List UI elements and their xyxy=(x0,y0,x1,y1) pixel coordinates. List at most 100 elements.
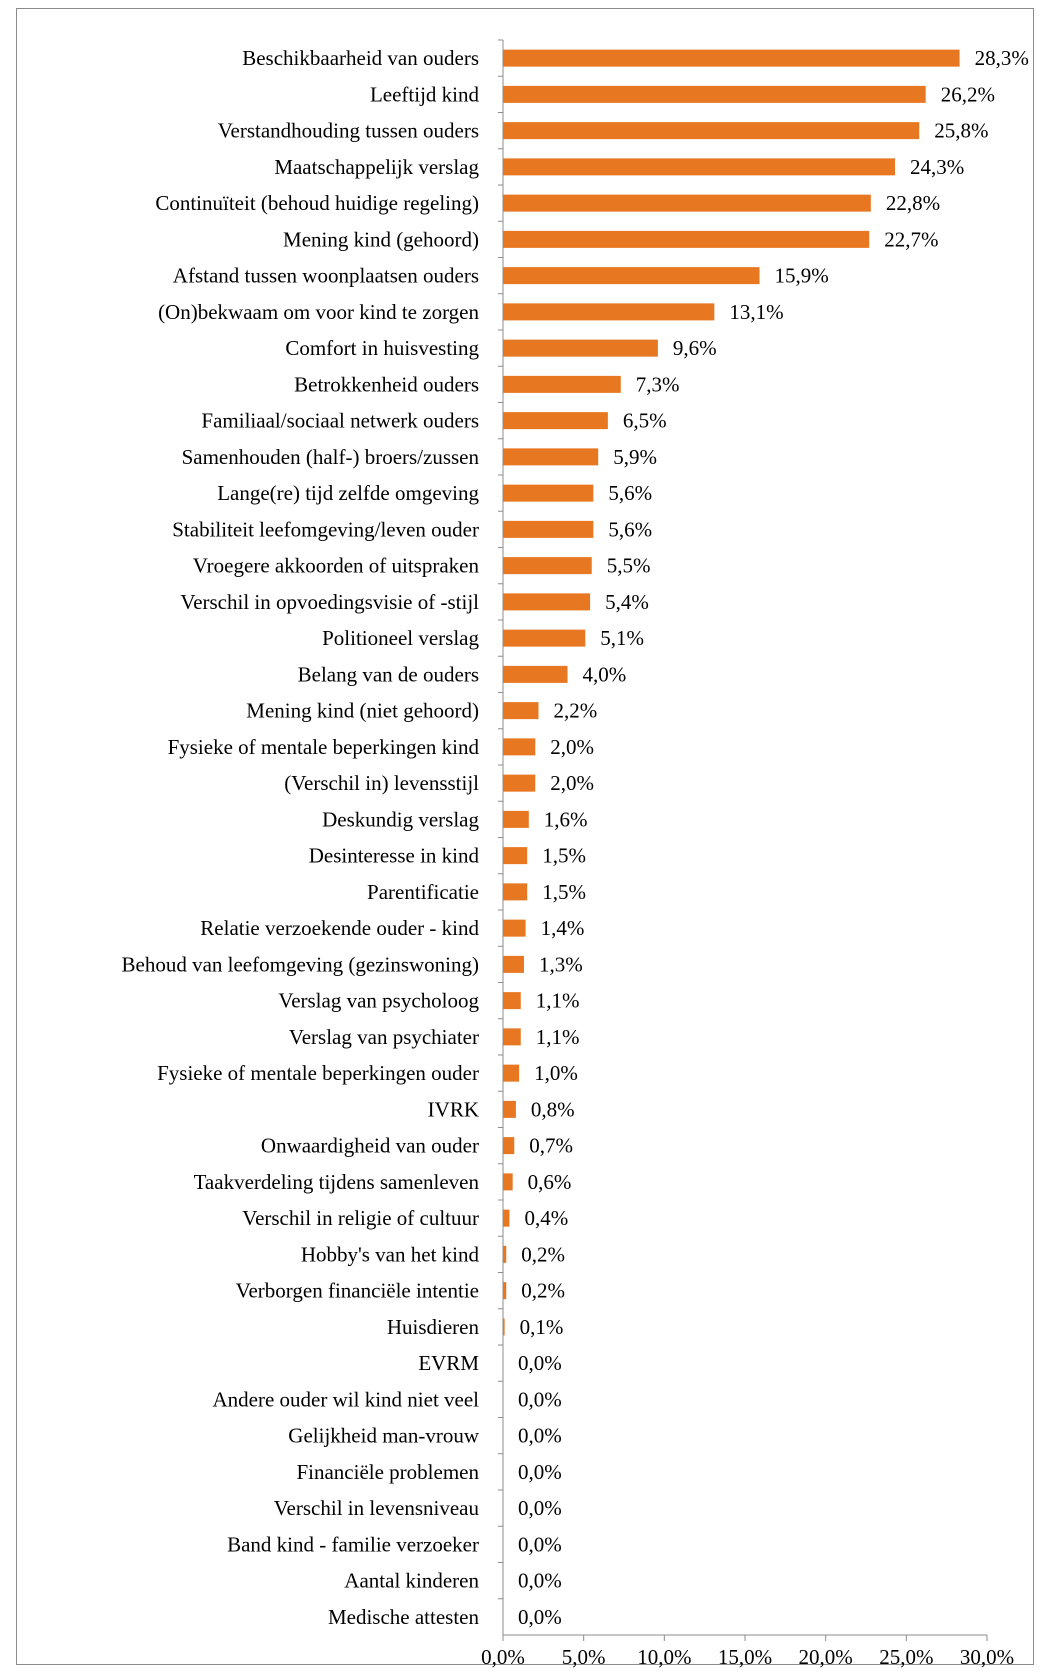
value-label: 0,0% xyxy=(518,1424,562,1448)
value-label: 1,1% xyxy=(536,1025,580,1049)
bar xyxy=(503,1137,515,1155)
category-label: Taakverdeling tijdens samenleven xyxy=(194,1170,480,1194)
value-label: 28,3% xyxy=(975,46,1029,70)
category-label: Gelijkheid man-vrouw xyxy=(288,1424,480,1448)
bar xyxy=(503,49,960,67)
value-label: 0,0% xyxy=(518,1605,562,1629)
category-label: Huisdieren xyxy=(387,1315,480,1339)
category-label: Samenhouden (half-) broers/zussen xyxy=(182,445,480,469)
category-label: Verschil in levensniveau xyxy=(274,1496,480,1520)
category-label: Lange(re) tijd zelfde omgeving xyxy=(217,481,479,505)
category-label: Continuïteit (behoud huidige regeling) xyxy=(155,191,479,215)
value-label: 5,5% xyxy=(607,554,651,578)
category-label: Desinteresse in kind xyxy=(309,844,480,868)
bar xyxy=(503,955,524,973)
category-label: Politioneel verslag xyxy=(322,626,479,650)
value-label: 24,3% xyxy=(910,155,964,179)
value-label: 1,1% xyxy=(536,989,580,1013)
value-label: 2,0% xyxy=(550,735,594,759)
value-label: 2,2% xyxy=(553,699,597,723)
value-label: 5,6% xyxy=(608,481,652,505)
value-label: 0,1% xyxy=(520,1315,564,1339)
value-label: 9,6% xyxy=(673,336,717,360)
category-label: Verschil in religie of cultuur xyxy=(242,1206,479,1230)
category-label: Deskundig verslag xyxy=(322,807,479,831)
bar xyxy=(503,158,896,176)
category-label: Hobby's van het kind xyxy=(301,1242,480,1266)
bar xyxy=(503,593,591,611)
bar xyxy=(503,847,528,865)
value-label: 0,0% xyxy=(518,1496,562,1520)
x-tick-label: 25,0% xyxy=(879,1645,933,1669)
value-label: 13,1% xyxy=(729,300,783,324)
bar xyxy=(503,194,871,212)
category-label: Medische attesten xyxy=(328,1605,480,1629)
category-labels-layer: Beschikbaarheid van ouders Leeftijd kind V… xyxy=(122,46,480,1629)
chart-frame xyxy=(16,8,1034,1665)
value-label: 1,5% xyxy=(542,880,586,904)
value-label: 0,8% xyxy=(531,1097,575,1121)
category-label: Verslag van psycholoog xyxy=(278,989,479,1013)
category-label: Belang van de ouders xyxy=(298,662,479,686)
category-label: Vroegere akkoorden of uitspraken xyxy=(193,554,480,578)
category-label: (Verschil in) levensstijl xyxy=(284,771,479,795)
bar xyxy=(503,412,608,430)
value-label: 6,5% xyxy=(623,409,667,433)
bars-layer xyxy=(503,49,960,1336)
bar xyxy=(503,1282,507,1300)
category-label: Relatie verzoekende ouder - kind xyxy=(200,916,479,940)
bar xyxy=(503,375,621,393)
bar xyxy=(503,1100,516,1118)
bar xyxy=(503,629,586,647)
bar xyxy=(503,230,870,248)
bar xyxy=(503,919,526,937)
value-label: 0,0% xyxy=(518,1351,562,1375)
bar xyxy=(503,267,760,285)
value-label: 5,4% xyxy=(605,590,649,614)
value-label: 15,9% xyxy=(775,264,829,288)
value-label: 1,6% xyxy=(544,807,588,831)
bar xyxy=(503,702,539,720)
bar xyxy=(503,484,594,502)
value-label: 0,4% xyxy=(524,1206,568,1230)
bar xyxy=(503,810,529,828)
bar xyxy=(503,1245,507,1263)
bar xyxy=(503,1173,513,1191)
category-label: Mening kind (gehoord) xyxy=(283,227,479,251)
category-label: IVRK xyxy=(428,1097,479,1121)
category-label: Comfort in huisvesting xyxy=(285,336,479,360)
category-label: Verborgen financiële intentie xyxy=(236,1279,479,1303)
category-label: Familiaal/sociaal netwerk ouders xyxy=(201,409,479,433)
bar xyxy=(503,665,568,683)
value-label: 22,7% xyxy=(884,227,938,251)
category-label: Mening kind (niet gehoord) xyxy=(246,699,479,723)
bar xyxy=(503,448,599,466)
bar xyxy=(503,1318,505,1336)
value-label: 0,2% xyxy=(521,1242,565,1266)
bar xyxy=(503,774,536,792)
bar xyxy=(503,339,658,357)
category-label: Band kind - familie verzoeker xyxy=(227,1532,479,1556)
category-label: Afstand tussen woonplaatsen ouders xyxy=(173,264,479,288)
value-label: 0,0% xyxy=(518,1387,562,1411)
category-label: Fysieke of mentale beperkingen ouder xyxy=(157,1061,479,1085)
category-label: Aantal kinderen xyxy=(344,1569,479,1593)
bar xyxy=(503,122,920,140)
value-label: 0,2% xyxy=(521,1279,565,1303)
category-label: Behoud van leefomgeving (gezinswoning) xyxy=(122,952,480,976)
x-tick-label: 5,0% xyxy=(562,1645,606,1669)
category-label: (On)bekwaam om voor kind te zorgen xyxy=(158,300,479,324)
category-label: Andere ouder wil kind niet veel xyxy=(213,1387,480,1411)
value-label: 5,9% xyxy=(613,445,657,469)
value-labels-layer: 28,3% 26,2% 25,8% 24,3% 22,8% 22,7% 15,9% 13,1%… xyxy=(518,46,1029,1629)
bar xyxy=(503,85,926,103)
bar xyxy=(503,520,594,538)
value-label: 0,0% xyxy=(518,1460,562,1484)
bar xyxy=(503,1064,520,1082)
category-label: Verschil in opvoedingsvisie of -stijl xyxy=(180,590,479,614)
value-label: 1,0% xyxy=(534,1061,578,1085)
bar xyxy=(503,738,536,756)
category-label: Fysieke of mentale beperkingen kind xyxy=(168,735,480,759)
category-label: Onwaardigheid van ouder xyxy=(261,1134,479,1158)
